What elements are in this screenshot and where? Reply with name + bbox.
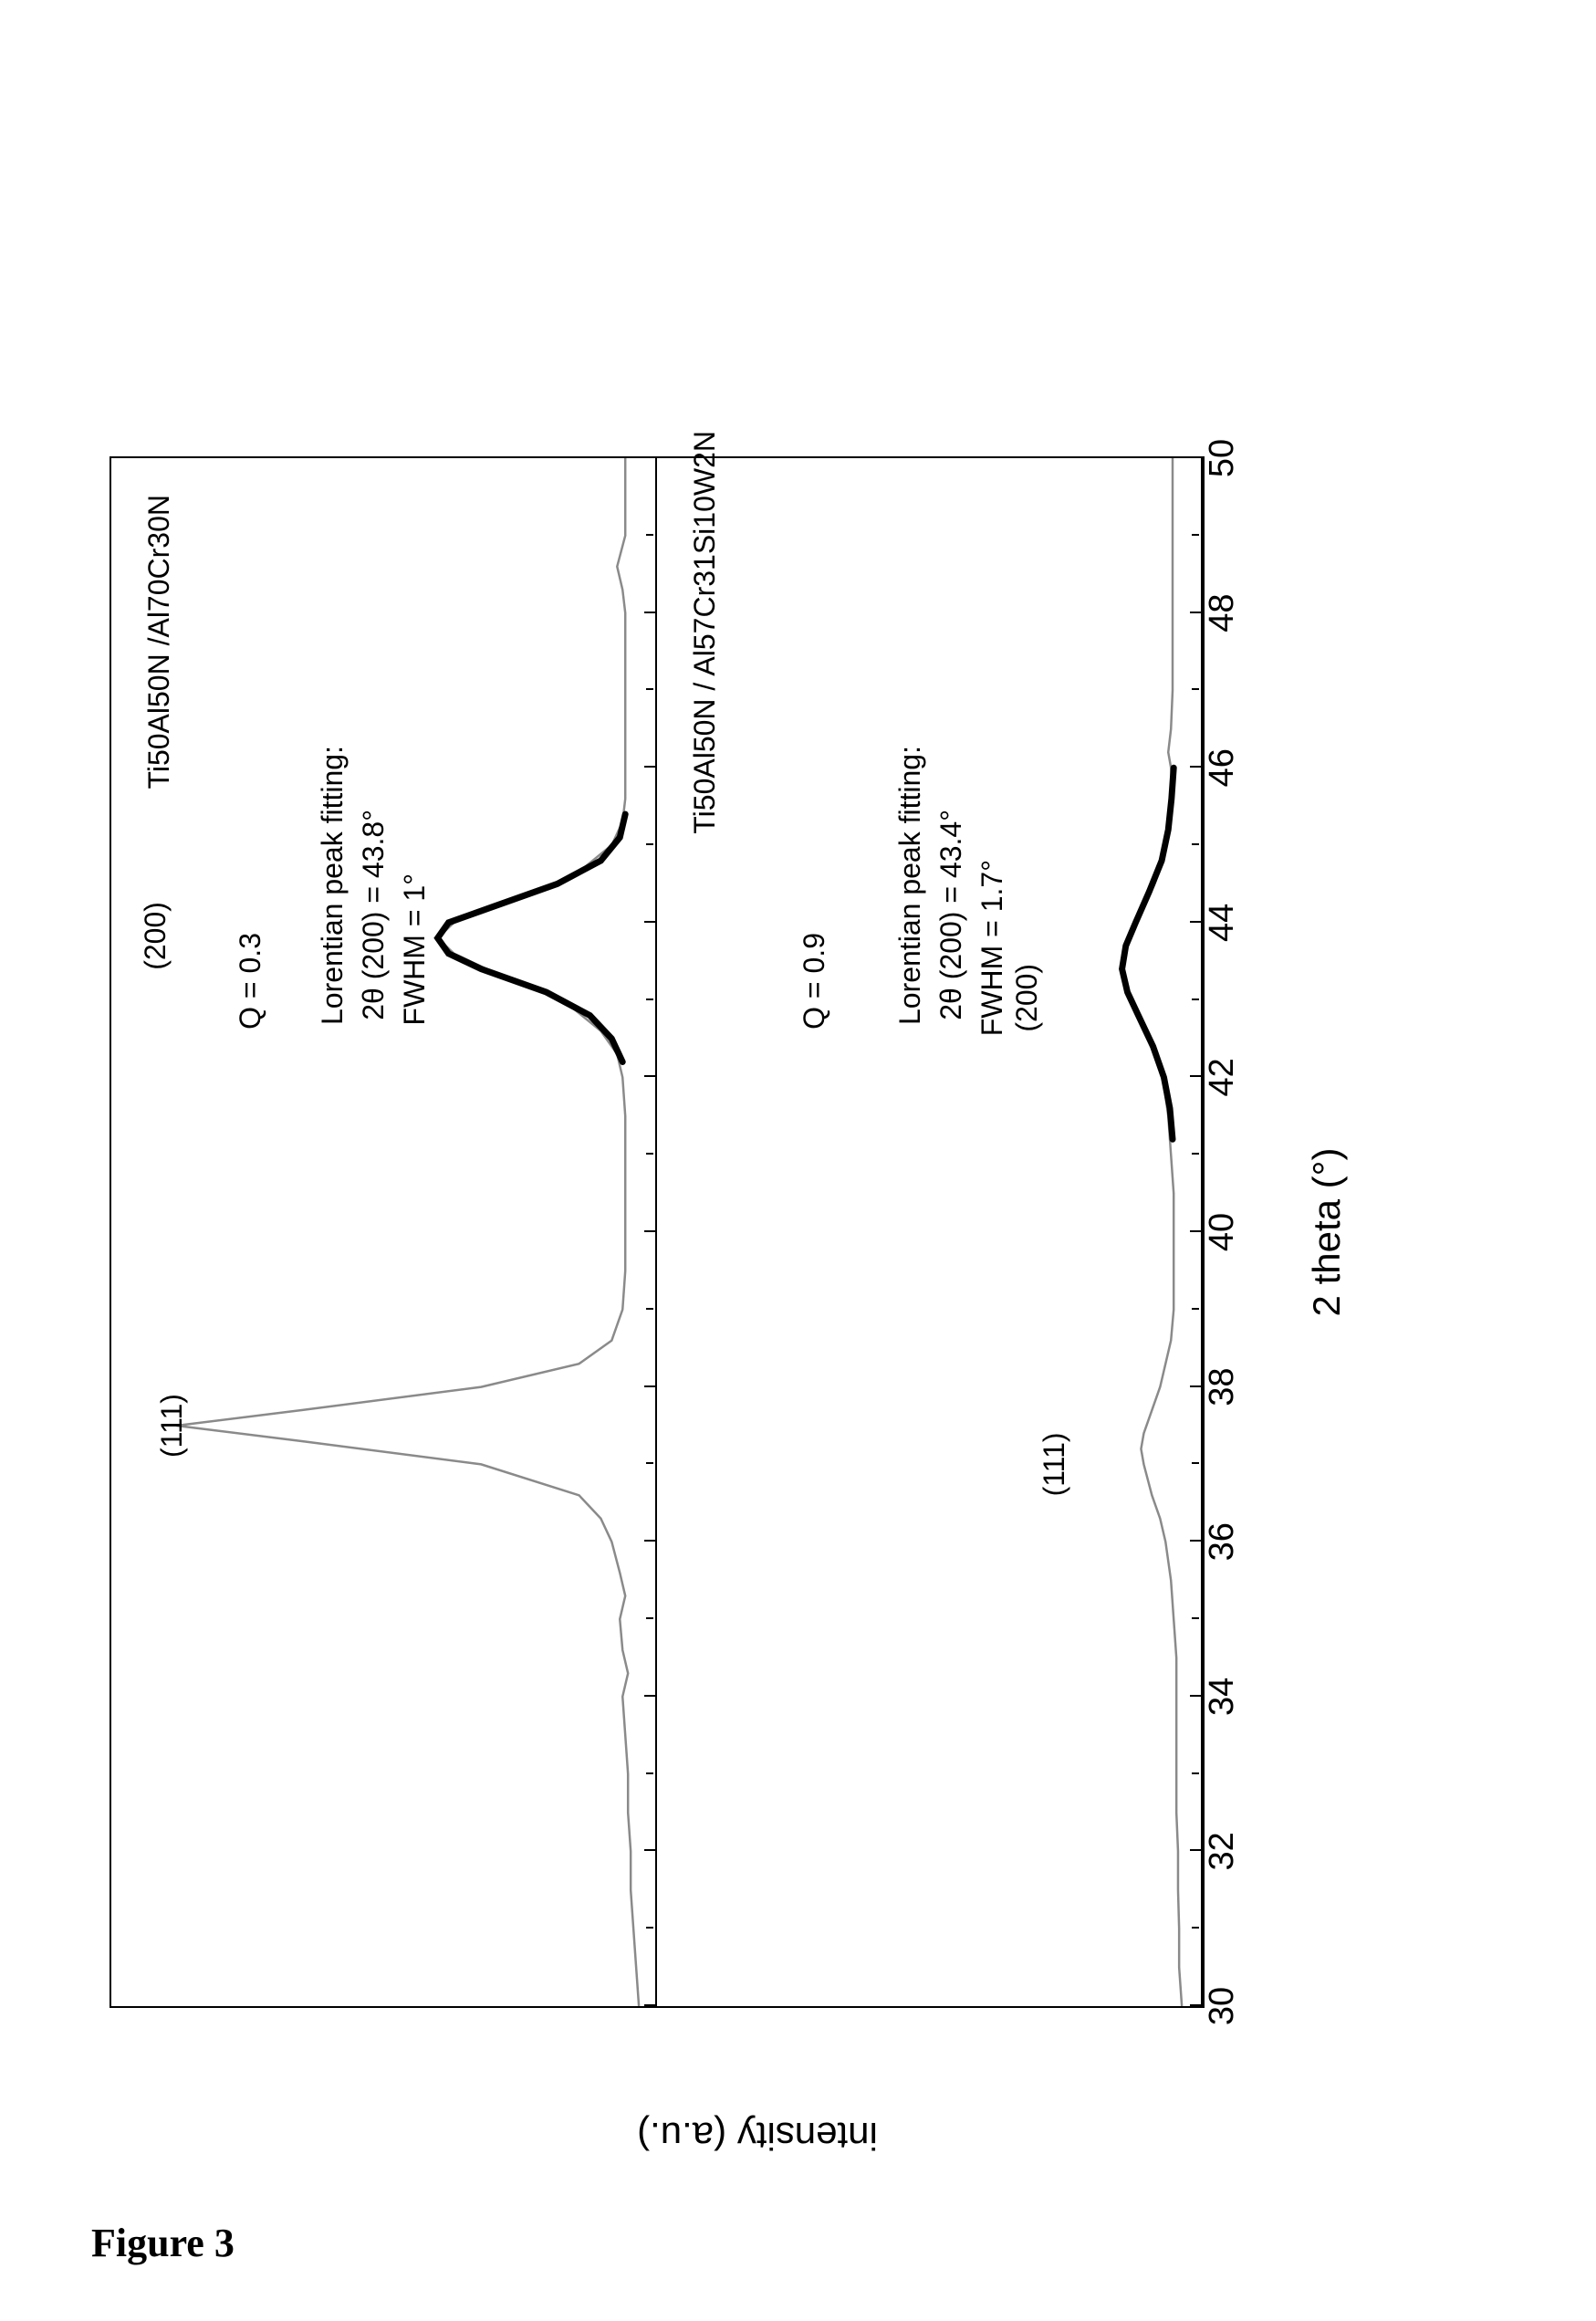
panel-title-top: Ti50Al50N /Al70Cr30N bbox=[139, 495, 180, 789]
peak-label-200-top: (200) bbox=[139, 902, 172, 970]
x-tick-label: 36 bbox=[1203, 1522, 1242, 1561]
y-axis-label: intensity (a.u.) bbox=[637, 2114, 878, 2158]
peak-label-111-bottom: (111) bbox=[1038, 1432, 1071, 1496]
fit-line-top-1: 2θ (200) = 43.8° bbox=[353, 810, 394, 1020]
x-tick-label: 34 bbox=[1203, 1678, 1242, 1716]
peak-label-111-top: (111) bbox=[155, 1394, 189, 1458]
fit-line-bottom-1: 2θ (200) = 43.4° bbox=[931, 810, 972, 1020]
peak-label-200-bottom: (200) bbox=[1010, 964, 1044, 1032]
x-tick-label: 50 bbox=[1203, 439, 1242, 477]
x-tick-label: 42 bbox=[1203, 1058, 1242, 1096]
q-value-bottom: Q = 0.9 bbox=[794, 933, 835, 1030]
x-tick-label: 44 bbox=[1203, 904, 1242, 942]
x-tick-label: 48 bbox=[1203, 593, 1242, 632]
chart-plot-area: (111) (200) Ti50Al50N /Al70Cr30N Q = 0.3… bbox=[110, 456, 1205, 2008]
fit-line-top-2: FWHM = 1° bbox=[394, 873, 435, 1026]
x-tick-label: 46 bbox=[1203, 748, 1242, 787]
xrd-curve-bottom bbox=[657, 458, 1201, 2006]
rotated-figure: intensity (a.u.) (111) (200) Ti50Al50N /… bbox=[73, 164, 1442, 2172]
panel-bottom: (111) (200) Ti50Al50N / Al57Cr31Si10W2N … bbox=[657, 458, 1203, 2006]
x-tick-label: 32 bbox=[1203, 1832, 1242, 1870]
x-tick-label: 30 bbox=[1203, 1987, 1242, 2025]
fit-line-bottom-0: Lorentian peak fitting: bbox=[890, 746, 931, 1025]
x-axis-label: 2 theta (°) bbox=[1305, 1148, 1349, 1317]
panel-top: (111) (200) Ti50Al50N /Al70Cr30N Q = 0.3… bbox=[111, 458, 657, 2006]
x-axis-ticks: 3032343638404244464850 bbox=[1203, 458, 1257, 2006]
q-value-top: Q = 0.3 bbox=[230, 933, 271, 1030]
panel-title-bottom: Ti50Al50N / Al57Cr31Si10W2N bbox=[684, 431, 725, 834]
x-tick-label: 38 bbox=[1203, 1367, 1242, 1406]
xrd-curve-top bbox=[111, 458, 655, 2006]
x-tick-label: 40 bbox=[1203, 1213, 1242, 1251]
fit-line-top-0: Lorentian peak fitting: bbox=[312, 746, 353, 1025]
figure-caption: Figure 3 bbox=[91, 2220, 235, 2266]
fit-line-bottom-2: FWHM = 1.7° bbox=[972, 860, 1013, 1036]
